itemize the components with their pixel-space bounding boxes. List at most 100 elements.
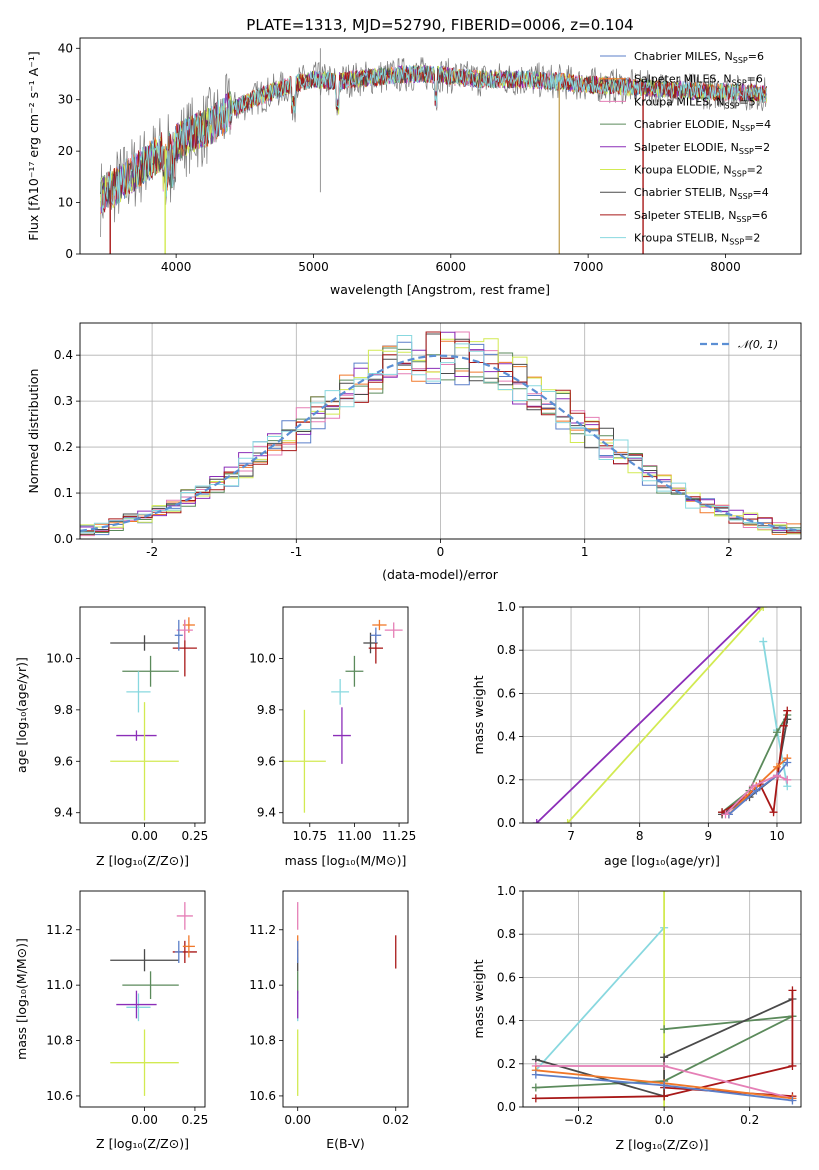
- x-tick-label: 8: [636, 829, 644, 843]
- y-tick-label: 9.8: [257, 703, 276, 717]
- legend-sub: SSP: [739, 147, 754, 156]
- weight-line: [762, 641, 789, 787]
- x-tick-label: 10.75: [293, 829, 327, 843]
- weight-line: [728, 761, 789, 816]
- plot-area: [80, 331, 801, 537]
- y-tick-label: 0.1: [54, 486, 73, 500]
- legend-count: =6: [747, 73, 763, 86]
- y-tick-label: 0.2: [54, 440, 73, 454]
- axes-frame: [522, 606, 802, 824]
- ylabel: age [log₁₀(age/yr)]: [14, 657, 29, 773]
- y-tick-label: 11.0: [249, 978, 276, 992]
- y-tick-label: 10.0: [249, 651, 276, 665]
- y-tick-label: 10.8: [249, 1034, 276, 1048]
- legend-label: Salpeter MILES, NSSP=6: [634, 73, 763, 88]
- figure-title: PLATE=1313, MJD=52790, FIBERID=0006, z=0…: [246, 16, 633, 34]
- x-tick-label: 0.25: [182, 829, 209, 843]
- x-tick-label: 6000: [436, 260, 467, 274]
- x-tick-label: 8000: [710, 260, 741, 274]
- age-vs-metallicity-panel: 0.00 0.25 9.4 9.6 9.8 10.0 Z [log₁₀(Z/Z⊙)] age …: [14, 606, 209, 868]
- x-tick-label: −0.2: [564, 1113, 593, 1127]
- legend-count: =4: [755, 118, 771, 131]
- x-tick-label: 0.00: [131, 1113, 158, 1127]
- x-tick-label: 7: [567, 829, 575, 843]
- weight-marker: [783, 706, 792, 715]
- weight-marker: [660, 1092, 669, 1101]
- weight-marker: [748, 782, 757, 791]
- xlabel: Z [log₁₀(Z/Z⊙)]: [96, 1136, 189, 1151]
- weight-line: [721, 710, 789, 816]
- y-tick-label: 9.4: [54, 806, 73, 820]
- x-tick-label: 9: [705, 829, 713, 843]
- x-tick-label: 0.02: [382, 1113, 409, 1127]
- weight-marker: [531, 1083, 540, 1092]
- weight-line: [664, 1086, 793, 1098]
- legend-count: =5: [739, 95, 755, 108]
- x-tick-label: 10: [769, 829, 784, 843]
- weight-line: [535, 990, 794, 1100]
- weight-marker: [788, 1096, 797, 1105]
- legend-count: =2: [744, 232, 760, 245]
- weight-marker: [752, 786, 761, 795]
- weight-line: [664, 1015, 793, 1031]
- weight-marker: [531, 1070, 540, 1079]
- legend-sub: SSP: [732, 170, 747, 179]
- y-tick-label: 10.6: [249, 1089, 276, 1103]
- mass-vs-extinction-panel: 0.00 0.02 10.6 10.8 11.0 11.2 E(B-V): [249, 890, 409, 1151]
- weight-marker: [759, 607, 768, 611]
- x-tick-label: 2: [725, 545, 733, 559]
- weight-line: [724, 774, 788, 816]
- weight-marker: [660, 1081, 669, 1090]
- legend-label: Kroupa STELIB, NSSP=2: [634, 232, 760, 247]
- y-tick-label: 0.4: [497, 1014, 516, 1028]
- weight-marker: [531, 1094, 540, 1103]
- y-tick-label: 0.2: [497, 1057, 516, 1071]
- legend-sub: SSP: [724, 101, 739, 110]
- axes-frame: [79, 322, 802, 540]
- legend-label: Salpeter STELIB, NSSP=6: [634, 209, 768, 224]
- weight-marker: [788, 1061, 797, 1070]
- legend-label: 𝒩(0, 1): [738, 338, 778, 351]
- weight-marker: [721, 810, 730, 819]
- plot-area: [531, 891, 797, 1107]
- residual-xlabel: (data-model)/error: [382, 567, 499, 582]
- weight-line: [536, 607, 761, 823]
- legend-count: =4: [753, 186, 769, 199]
- legend-count: =2: [747, 164, 763, 177]
- legend-sub: SSP: [738, 192, 753, 201]
- axes-frame: [79, 37, 802, 255]
- xlabel: age [log₁₀(age/yr)]: [604, 853, 720, 868]
- y-tick-label: 1.0: [497, 884, 516, 898]
- plot-area: [100, 48, 767, 254]
- x-tick-label: 0.25: [182, 1113, 209, 1127]
- weight-line: [728, 757, 788, 816]
- x-tick-label: 0.00: [131, 829, 158, 843]
- legend-label: Kroupa MILES, NSSP=5: [634, 95, 756, 110]
- legend-label: Chabrier ELODIE, NSSP=4: [634, 118, 771, 133]
- axes-frame: [522, 890, 802, 1108]
- y-tick-label: 0.8: [497, 927, 516, 941]
- y-tick-label: 0.8: [497, 643, 516, 657]
- y-tick-label: 11.0: [46, 978, 73, 992]
- y-tick-label: 9.6: [257, 754, 276, 768]
- histogram-series: [80, 335, 801, 535]
- normal-curve: [80, 354, 801, 532]
- y-tick-label: 0.0: [497, 1100, 516, 1114]
- x-tick-label: 7000: [573, 260, 604, 274]
- y-tick-label: 10.6: [46, 1089, 73, 1103]
- ylabel: mass weight: [471, 959, 486, 1038]
- y-tick-label: 0.6: [497, 970, 516, 984]
- legend-sub: SSP: [733, 56, 748, 65]
- legend-label: Chabrier STELIB, NSSP=4: [634, 186, 769, 201]
- ylabel: mass weight: [471, 675, 486, 754]
- weight-marker: [779, 721, 788, 730]
- weight-line: [535, 998, 793, 1098]
- x-tick-label: 11.25: [382, 829, 416, 843]
- xlabel: E(B-V): [326, 1136, 365, 1151]
- age-vs-mass-panel: 10.75 11.00 11.25 9.4 9.6 9.8 10.0 mass [log₁₀(…: [249, 606, 416, 868]
- x-tick-label: 0.2: [740, 1113, 759, 1127]
- weight-line: [566, 607, 764, 823]
- y-tick-label: 0.4: [497, 730, 516, 744]
- y-tick-label: 0.6: [497, 686, 516, 700]
- xlabel: Z [log₁₀(Z/Z⊙)]: [96, 853, 189, 868]
